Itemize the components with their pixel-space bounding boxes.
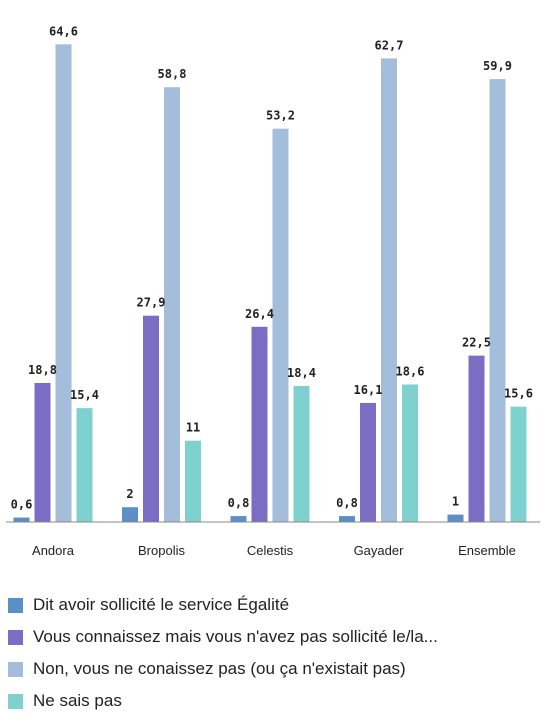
category-label-ensemble: Ensemble: [458, 543, 516, 558]
data-label-bropolis-series-2: 27,9: [137, 296, 166, 310]
bar-ensemble-series-3: [489, 79, 506, 522]
legend-swatch-4: [8, 693, 23, 709]
category-label-bropolis: Bropolis: [138, 543, 185, 558]
data-label-celestis-series-4: 18,4: [287, 366, 316, 380]
data-label-bropolis-series-4: 11: [186, 421, 200, 435]
bar-celestis-series-2: [251, 326, 268, 522]
bar-gayader-series-1: [339, 516, 355, 522]
data-label-celestis-series-3: 53,2: [266, 109, 295, 123]
bar-celestis-series-4: [293, 385, 310, 522]
category-label-celestis: Celestis: [247, 543, 294, 558]
bar-celestis-series-1: [230, 516, 247, 522]
category-label-gayader: Gayader: [354, 543, 405, 558]
data-label-celestis-series-2: 26,4: [245, 307, 274, 321]
bar-chart: 0,6 18,8 64,6 15,4 Andora 2 27,9 58,8 11 Bropolis…: [6, 24, 540, 558]
legend-item-1: Dit avoir sollicité le service Égalité: [8, 589, 544, 621]
legend-label-1: Dit avoir sollicité le service Égalité: [33, 595, 290, 614]
bar-andora-series-2: [34, 382, 51, 522]
bar-bropolis-series-3: [164, 87, 180, 523]
category-label-andora: Andora: [32, 543, 75, 558]
data-label-ensemble-series-2: 22,5: [462, 336, 491, 350]
legend-swatch-2: [8, 629, 23, 645]
bar-andora-series-1: [13, 517, 30, 522]
data-label-bropolis-series-1: 2: [126, 487, 133, 501]
data-label-gayader-series-4: 18,6: [396, 364, 425, 378]
legend-item-3: Non, vous ne conaissez pas (ou ça n'exis…: [8, 653, 544, 685]
legend-label-2: Vous connaissez mais vous n'avez pas sol…: [33, 627, 438, 646]
bar-andora-series-3: [55, 44, 72, 523]
bar-gayader-series-3: [381, 58, 397, 523]
data-label-ensemble-series-3: 59,9: [483, 59, 512, 73]
bar-andora-series-4: [76, 408, 93, 522]
labels-layer: 0,6 18,8 64,6 15,4 Andora 2 27,9 58,8 11 Bropolis…: [11, 24, 533, 558]
data-label-andora-series-4: 15,4: [70, 388, 99, 402]
legend-swatch-1: [8, 597, 23, 613]
bar-bropolis-series-2: [143, 315, 159, 522]
legend-item-2: Vous connaissez mais vous n'avez pas sol…: [8, 621, 544, 653]
data-label-andora-series-2: 18,8: [28, 363, 57, 377]
data-label-gayader-series-3: 62,7: [375, 38, 404, 52]
legend-item-4: Ne sais pas: [8, 685, 544, 717]
bar-celestis-series-3: [272, 128, 289, 522]
bars-layer: [13, 44, 527, 523]
data-label-bropolis-series-3: 58,8: [158, 67, 187, 81]
data-label-andora-series-3: 64,6: [49, 24, 78, 38]
legend-label-3: Non, vous ne conaissez pas (ou ça n'exis…: [33, 659, 406, 678]
bar-bropolis-series-4: [185, 440, 201, 522]
data-label-andora-series-1: 0,6: [11, 498, 33, 512]
data-label-ensemble-series-1: 1: [452, 495, 459, 509]
data-label-gayader-series-1: 0,8: [336, 496, 358, 510]
bar-gayader-series-4: [402, 384, 418, 522]
data-label-ensemble-series-4: 15,6: [504, 387, 533, 401]
bar-ensemble-series-2: [468, 355, 485, 522]
bar-ensemble-series-1: [447, 514, 464, 522]
legend-swatch-3: [8, 661, 23, 677]
bar-bropolis-series-1: [122, 507, 138, 522]
data-label-celestis-series-1: 0,8: [228, 496, 250, 510]
data-label-gayader-series-2: 16,1: [354, 383, 383, 397]
chart-legend: Dit avoir sollicité le service Égalité Vo…: [8, 589, 544, 717]
bar-ensemble-series-4: [510, 406, 527, 522]
legend-label-4: Ne sais pas: [33, 691, 122, 710]
bar-gayader-series-2: [360, 402, 376, 522]
